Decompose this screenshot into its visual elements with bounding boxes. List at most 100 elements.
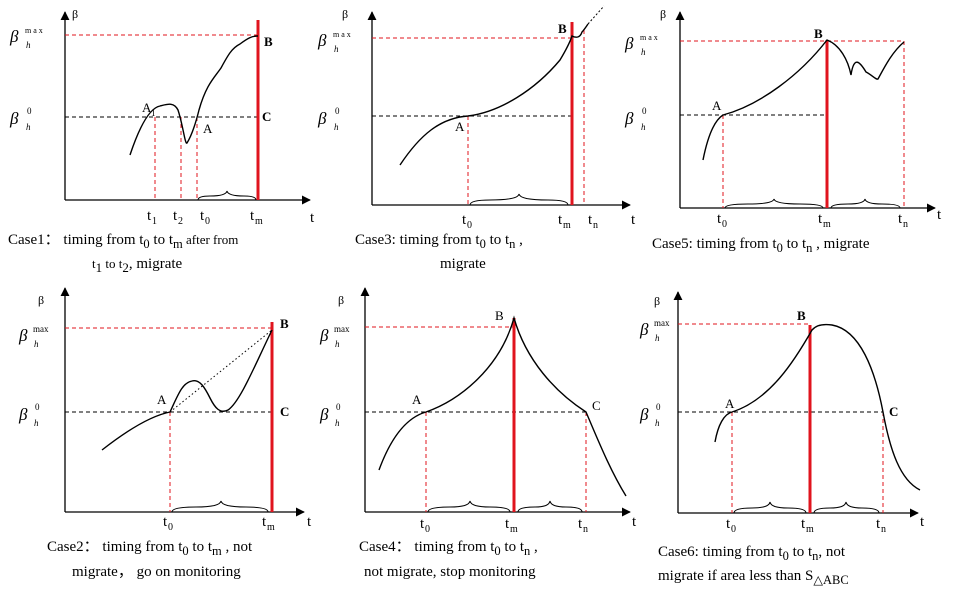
svg-text:0: 0: [731, 524, 736, 535]
point-C: C: [262, 109, 271, 124]
x-axis-label: t: [632, 514, 637, 530]
beta-max-label: β: [18, 326, 28, 345]
beta-zero-label: β: [317, 109, 327, 128]
svg-text:1: 1: [152, 216, 157, 227]
svg-text:m a x: m a x: [640, 33, 658, 42]
svg-text:0: 0: [722, 219, 727, 230]
tick-t2: t: [173, 208, 178, 224]
point-A: A: [712, 98, 722, 113]
brace-right: [813, 501, 880, 514]
caption-case4: Case4： timing from t0 to tn ,: [359, 539, 538, 558]
beta-curve: [378, 315, 627, 497]
beta-max-label: β: [9, 27, 19, 46]
panel-case6: β t β max h β 0 h A B C t 0 t m t n: [639, 291, 925, 535]
tick-t0: t: [420, 516, 425, 532]
tick-t0: t: [717, 211, 722, 227]
svg-text:m: m: [510, 524, 518, 535]
svg-text:m: m: [806, 524, 814, 535]
svg-text:h: h: [34, 418, 39, 428]
tick-t0: t: [726, 516, 731, 532]
brace-left: [427, 500, 511, 513]
caption-case1: Case1： timing from t0 to tm after from: [8, 232, 239, 251]
svg-text:0: 0: [467, 220, 472, 231]
dotted-chord: [169, 329, 273, 413]
svg-text:0: 0: [335, 106, 340, 116]
brace-left: [724, 198, 824, 209]
beta-zero-label: β: [639, 405, 649, 424]
y-axis-label: β: [660, 7, 666, 21]
svg-text:0: 0: [35, 402, 40, 412]
brace: [469, 193, 569, 206]
svg-text:h: h: [26, 40, 31, 50]
svg-text:h: h: [34, 339, 39, 349]
svg-text:0: 0: [205, 216, 210, 227]
beta-max-label: β: [639, 320, 649, 339]
point-B: B: [558, 21, 567, 36]
svg-text:h: h: [335, 339, 340, 349]
svg-text:n: n: [593, 220, 598, 231]
point-A: A: [157, 392, 167, 407]
tick-tm: t: [801, 516, 806, 532]
tick-t1: t: [147, 208, 152, 224]
point-B: B: [280, 316, 289, 331]
brace-left: [733, 501, 807, 514]
svg-text:n: n: [881, 524, 886, 535]
tick-tm: t: [250, 208, 255, 224]
y-axis-label: β: [72, 7, 78, 21]
point-B: B: [264, 34, 273, 49]
y-axis-label: β: [654, 294, 660, 308]
point-B: B: [797, 308, 806, 323]
point-A: A: [203, 121, 213, 136]
beta-curve: [714, 323, 921, 491]
tick-t0: t: [200, 208, 205, 224]
panel-case1: β t β m a x h β 0 h A 1 A B C t 1 t 2 t …: [9, 7, 315, 227]
tick-tn: t: [578, 516, 583, 532]
point-C: C: [280, 404, 289, 419]
svg-text:max: max: [334, 324, 350, 334]
svg-text:h: h: [334, 122, 339, 132]
x-axis-label: t: [310, 210, 315, 226]
svg-text:n: n: [903, 219, 908, 230]
beta-zero-label: β: [18, 405, 28, 424]
panel-case3: β t β m a x h β 0 h A B t 0 t m t n: [317, 5, 636, 231]
caption-case3-line2: migrate: [440, 256, 486, 272]
brace: [171, 500, 269, 513]
svg-text:0: 0: [656, 402, 661, 412]
tick-tm: t: [505, 516, 510, 532]
beta-curve: [129, 35, 259, 156]
point-B: B: [495, 308, 504, 323]
svg-text:h: h: [334, 44, 339, 54]
svg-text:h: h: [335, 418, 340, 428]
point-B: B: [814, 26, 823, 41]
x-axis-label: t: [631, 212, 636, 228]
svg-text:max: max: [33, 324, 49, 334]
x-axis-label: t: [307, 514, 312, 530]
caption-case1-line2: t1 to t2, migrate: [92, 256, 183, 275]
caption-case5: Case5: timing from t0 to tn , migrate: [652, 236, 870, 255]
x-axis-label: t: [937, 207, 942, 223]
svg-text:h: h: [641, 47, 646, 57]
brace: [197, 190, 257, 201]
tick-tn: t: [898, 211, 903, 227]
brace-right: [830, 198, 901, 209]
beta-max-label: β: [317, 31, 327, 50]
svg-text:h: h: [641, 122, 646, 132]
beta-zero-label: β: [9, 109, 19, 128]
svg-text:m a x: m a x: [333, 30, 351, 39]
tick-tm: t: [262, 514, 267, 530]
point-A1: A: [142, 100, 152, 115]
beta-max-label: β: [319, 326, 329, 345]
caption-case6-line2: migrate if area less than S△ABC: [658, 568, 849, 587]
beta-zero-label: β: [319, 405, 329, 424]
point-C: C: [592, 398, 601, 413]
beta-curve: [399, 23, 589, 166]
svg-text:m: m: [267, 522, 275, 533]
svg-text:m: m: [823, 219, 831, 230]
point-A: A: [725, 396, 735, 411]
tick-t0: t: [163, 514, 168, 530]
svg-text:m: m: [563, 220, 571, 231]
beta-curve: [702, 39, 905, 161]
svg-text:0: 0: [168, 522, 173, 533]
svg-text:0: 0: [336, 402, 341, 412]
